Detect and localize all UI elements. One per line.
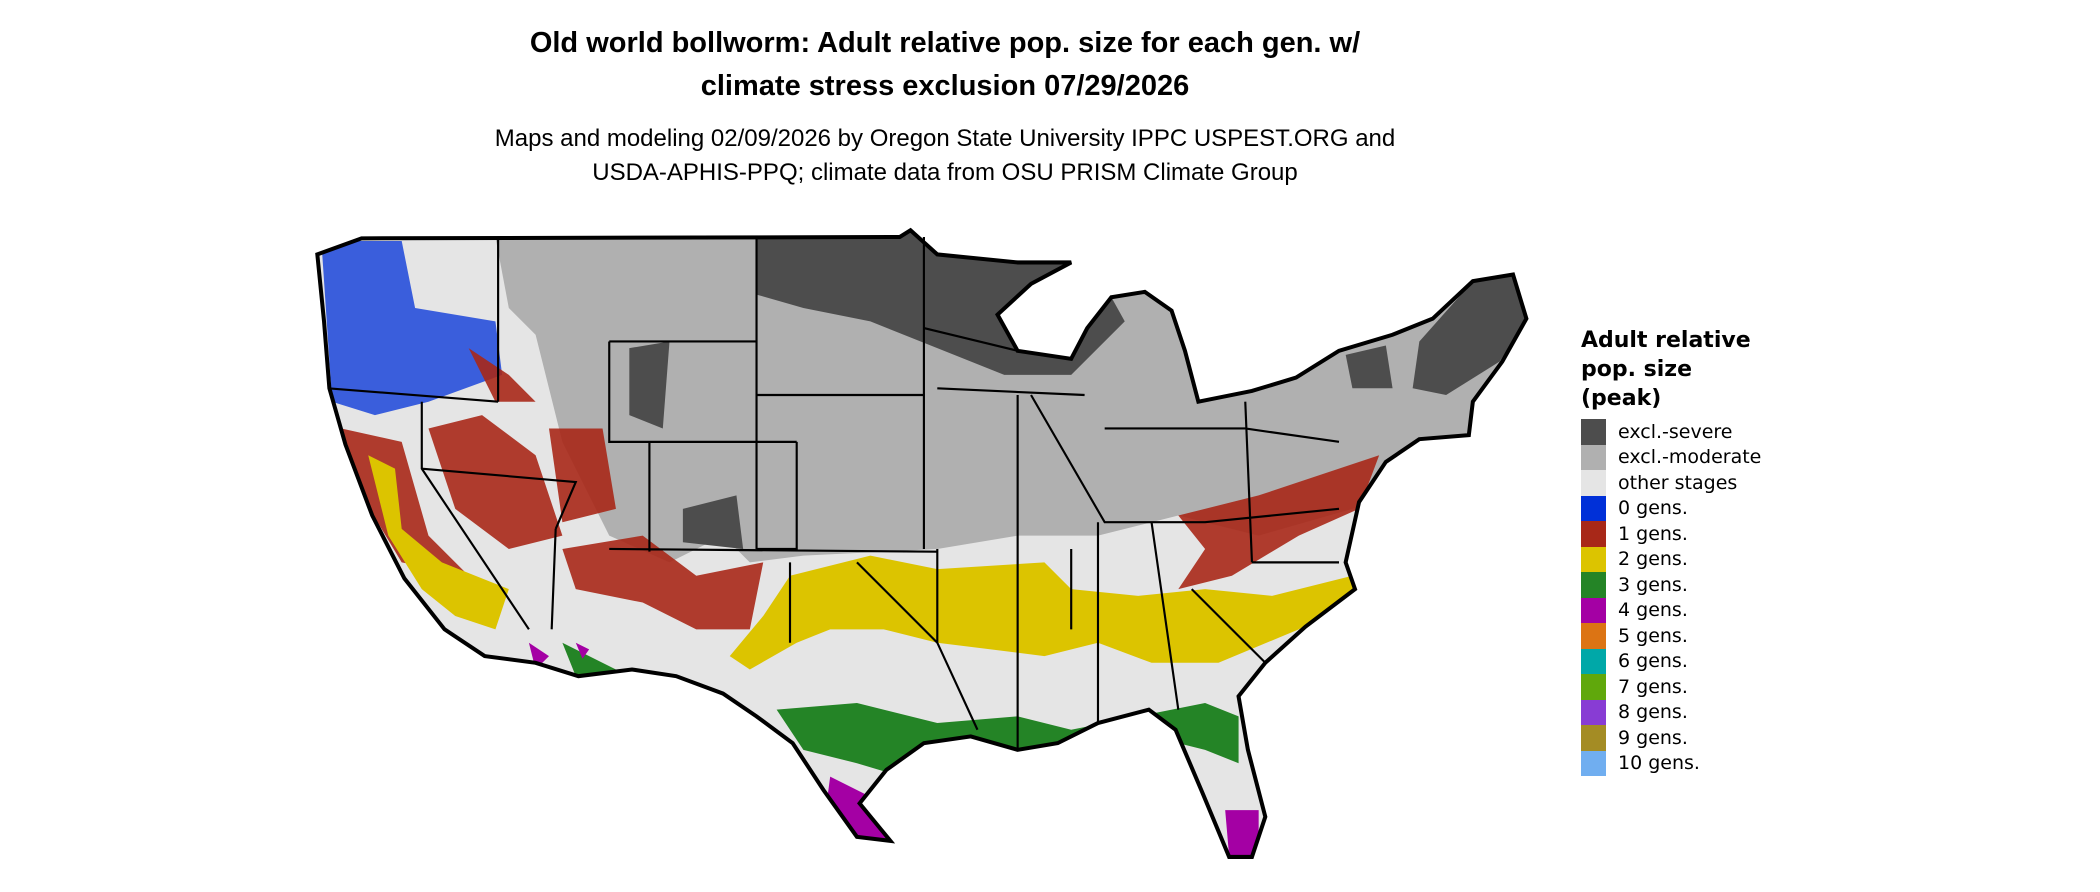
legend-swatch bbox=[1581, 546, 1606, 572]
legend-item: other stages bbox=[1581, 470, 1761, 496]
legend-items: excl.-severe excl.-moderate other stages 0 … bbox=[1581, 419, 1761, 776]
legend-label: 8 gens. bbox=[1618, 701, 1688, 724]
state-borders bbox=[315, 228, 1528, 859]
region-0-gens bbox=[321, 241, 503, 416]
legend-item: 0 gens. bbox=[1581, 495, 1761, 521]
interior-state-lines bbox=[327, 237, 1340, 750]
legend-item: 6 gens. bbox=[1581, 648, 1761, 674]
legend-title-line: (peak) bbox=[1581, 386, 1662, 411]
legend-item: 2 gens. bbox=[1581, 546, 1761, 572]
map-subtitle: Maps and modeling 02/09/2026 by Oregon S… bbox=[0, 122, 1890, 190]
legend-label: other stages bbox=[1618, 471, 1738, 494]
subtitle-line-1: Maps and modeling 02/09/2026 by Oregon S… bbox=[494, 125, 1396, 152]
legend-swatch bbox=[1581, 725, 1606, 751]
legend-label: excl.-moderate bbox=[1618, 446, 1762, 469]
legend-label: 3 gens. bbox=[1618, 573, 1688, 596]
legend-swatch bbox=[1581, 623, 1606, 649]
subtitle-line-2: USDA-APHIS-PPQ; climate data from OSU PR… bbox=[592, 159, 1298, 186]
legend-swatch bbox=[1581, 750, 1606, 776]
legend-title: Adult relative pop. size (peak) bbox=[1581, 326, 1761, 413]
legend-item: excl.-moderate bbox=[1581, 444, 1762, 470]
legend-label: 10 gens. bbox=[1618, 752, 1700, 775]
legend-swatch bbox=[1581, 470, 1606, 496]
region-excl-severe-ny bbox=[1345, 345, 1393, 389]
legend-item: 8 gens. bbox=[1581, 699, 1761, 725]
legend-item: 7 gens. bbox=[1581, 674, 1761, 700]
legend-label: excl.-severe bbox=[1618, 420, 1733, 443]
legend: Adult relative pop. size (peak) excl.-se… bbox=[1581, 326, 1761, 776]
legend-label: 7 gens. bbox=[1618, 675, 1688, 698]
legend-title-line: pop. size bbox=[1581, 357, 1692, 382]
legend-swatch bbox=[1581, 521, 1606, 547]
title-line-1: Old world bollworm: Adult relative pop. … bbox=[529, 27, 1361, 59]
legend-swatch bbox=[1581, 572, 1606, 598]
legend-title-line: Adult relative bbox=[1581, 328, 1751, 353]
region-1-gens bbox=[341, 348, 1380, 630]
legend-item: 9 gens. bbox=[1581, 725, 1761, 751]
legend-item: 4 gens. bbox=[1581, 597, 1761, 623]
map-title: Old world bollworm: Adult relative pop. … bbox=[0, 22, 1890, 108]
legend-item: 1 gens. bbox=[1581, 521, 1761, 547]
legend-swatch bbox=[1581, 444, 1606, 470]
legend-label: 6 gens. bbox=[1618, 650, 1688, 673]
legend-swatch bbox=[1581, 674, 1606, 700]
region-excl-severe-maine bbox=[1412, 274, 1527, 396]
legend-label: 9 gens. bbox=[1618, 726, 1688, 749]
legend-swatch bbox=[1581, 419, 1606, 445]
map-fill bbox=[317, 230, 1527, 857]
legend-label: 5 gens. bbox=[1618, 624, 1688, 647]
legend-label: 1 gens. bbox=[1618, 522, 1688, 545]
legend-label: 0 gens. bbox=[1618, 497, 1688, 520]
legend-swatch bbox=[1581, 495, 1606, 521]
region-excl-severe-rockies bbox=[629, 341, 744, 549]
title-line-2: climate stress exclusion 07/29/2026 bbox=[700, 70, 1190, 102]
legend-swatch bbox=[1581, 648, 1606, 674]
region-2-gens bbox=[368, 455, 1356, 670]
legend-item: 3 gens. bbox=[1581, 572, 1761, 598]
legend-item: 10 gens. bbox=[1581, 750, 1761, 776]
legend-swatch bbox=[1581, 699, 1606, 725]
legend-label: 2 gens. bbox=[1618, 548, 1688, 571]
legend-swatch bbox=[1581, 597, 1606, 623]
region-excl-severe-north bbox=[756, 230, 1125, 375]
legend-item: 5 gens. bbox=[1581, 623, 1761, 649]
legend-label: 4 gens. bbox=[1618, 599, 1688, 622]
legend-item: excl.-severe bbox=[1581, 419, 1761, 445]
